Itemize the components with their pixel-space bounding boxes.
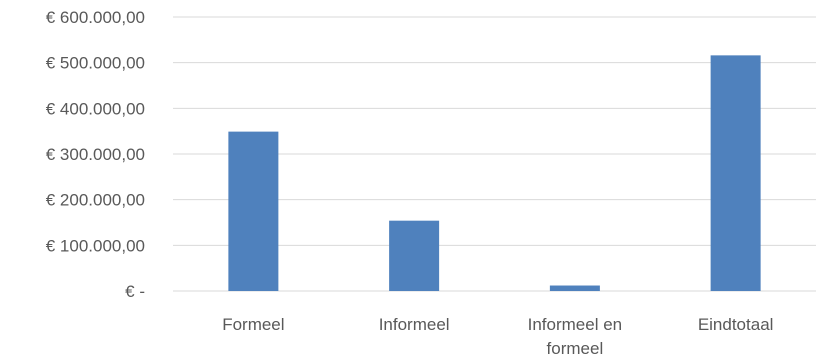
y-tick-label: € -: [125, 282, 145, 301]
bar: [549, 285, 600, 291]
y-tick-label: € 100.000,00: [46, 236, 145, 255]
y-tick-label: € 600.000,00: [46, 8, 145, 27]
x-category-label: Informeel en formeel: [528, 315, 623, 358]
x-axis-category-labels: Formeel Informeel Informeel en formeel Eindt…: [222, 315, 773, 358]
x-category-label: Formeel: [222, 315, 284, 334]
x-category-label: Informeel: [379, 315, 450, 334]
y-tick-label: € 200.000,00: [46, 191, 145, 210]
bars: [228, 55, 761, 291]
bar: [228, 131, 279, 291]
y-tick-label: € 300.000,00: [46, 145, 145, 164]
y-tick-label: € 500.000,00: [46, 54, 145, 73]
gridlines: [173, 16, 816, 292]
bar: [710, 55, 761, 291]
bar: [389, 220, 440, 291]
y-axis-tick-labels: € - € 100.000,00 € 200.000,00 € 300.000,00 €…: [46, 8, 145, 301]
x-category-label: Eindtotaal: [698, 315, 774, 334]
y-tick-label: € 400.000,00: [46, 99, 145, 118]
